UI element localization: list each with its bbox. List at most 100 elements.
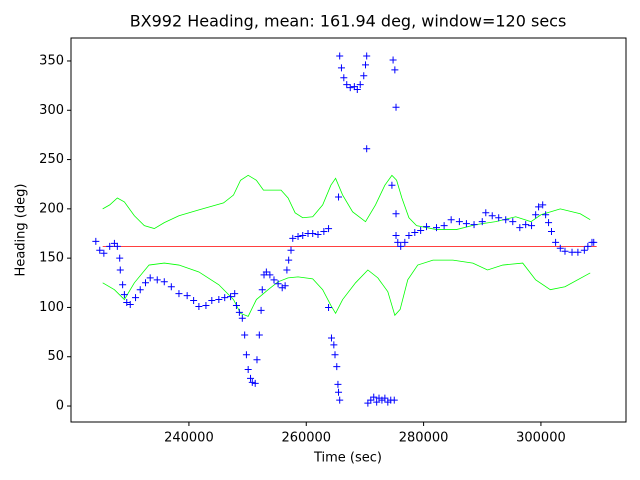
data-point (294, 232, 302, 240)
y-axis-label: Heading (deg) (14, 184, 29, 277)
data-point (337, 64, 345, 72)
data-point (113, 242, 121, 250)
data-point (478, 218, 486, 226)
data-point (266, 271, 274, 279)
plot-area (92, 52, 598, 407)
data-point (314, 230, 322, 238)
data-point (195, 302, 203, 310)
data-point (146, 274, 154, 282)
data-point (119, 281, 127, 289)
data-point (287, 246, 295, 254)
data-point (232, 301, 240, 309)
data-point (389, 56, 397, 64)
data-point (126, 300, 134, 308)
data-point (356, 81, 364, 89)
x-axis-label: Time (sec) (313, 451, 382, 466)
data-point (390, 396, 398, 404)
data-point (539, 201, 547, 209)
data-point (257, 306, 265, 314)
axes-frame (70, 37, 627, 423)
data-point (433, 224, 441, 232)
data-point (495, 214, 503, 222)
data-point (248, 378, 256, 386)
data-point (106, 242, 114, 250)
data-point (283, 266, 291, 274)
chart-title: BX992 Heading, mean: 161.94 deg, window=… (130, 12, 567, 31)
data-point (331, 351, 339, 359)
data-point (482, 209, 490, 217)
data-point (262, 268, 270, 276)
data-point (488, 212, 496, 220)
data-point (509, 218, 517, 226)
data-point (190, 297, 198, 305)
data-point (552, 238, 560, 246)
data-point (335, 388, 343, 396)
data-point (528, 222, 536, 230)
data-point (401, 238, 409, 246)
data-point (336, 396, 344, 404)
data-point (227, 293, 235, 301)
y-tick-label: 50 (47, 349, 64, 364)
data-point (411, 229, 419, 237)
data-point (242, 351, 250, 359)
data-point (153, 276, 161, 284)
data-point (325, 225, 333, 233)
data-point (334, 380, 342, 388)
data-point (255, 331, 263, 339)
data-point (388, 181, 396, 189)
data-point (238, 314, 246, 322)
data-point (370, 393, 378, 401)
data-point (299, 231, 307, 239)
data-point (360, 72, 368, 80)
data-point (532, 211, 540, 219)
data-point (423, 223, 431, 231)
data-point (120, 291, 128, 299)
x-tick-label: 300000 (516, 431, 566, 446)
y-tick-label: 300 (39, 103, 64, 118)
data-point (253, 356, 261, 364)
data-point (160, 278, 168, 286)
data-point (392, 231, 400, 239)
data-point (392, 210, 400, 218)
data-point (584, 242, 592, 250)
data-point (241, 331, 249, 339)
data-point (270, 276, 278, 284)
data-point (132, 294, 140, 302)
data-point (447, 216, 455, 224)
data-point (522, 221, 530, 229)
data-point (580, 246, 588, 254)
data-point (574, 248, 582, 256)
data-point (367, 396, 375, 404)
data-point (110, 239, 118, 247)
data-point (516, 224, 524, 232)
data-point (330, 341, 338, 349)
data-point (136, 286, 144, 294)
data-point (336, 52, 344, 60)
data-point (470, 221, 478, 229)
data-point (325, 303, 333, 311)
data-point (244, 366, 252, 374)
y-tick-label: 200 (39, 201, 64, 216)
data-point (320, 228, 328, 236)
data-point (381, 394, 389, 402)
data-point (116, 254, 124, 262)
data-point (116, 266, 124, 274)
data-point (346, 84, 354, 92)
y-tick-label: 0 (56, 399, 64, 414)
data-point (590, 238, 598, 246)
data-point (258, 286, 266, 294)
data-point (373, 398, 381, 406)
data-point (561, 247, 569, 255)
data-point (417, 227, 425, 235)
data-point (100, 249, 108, 257)
data-point (327, 334, 335, 342)
data-point (392, 103, 400, 111)
data-point (568, 248, 576, 256)
data-point (405, 231, 413, 239)
data-point (175, 290, 183, 298)
data-point (462, 220, 470, 228)
data-point (440, 222, 448, 230)
data-point (362, 61, 370, 69)
y-tick-label: 100 (39, 300, 64, 315)
